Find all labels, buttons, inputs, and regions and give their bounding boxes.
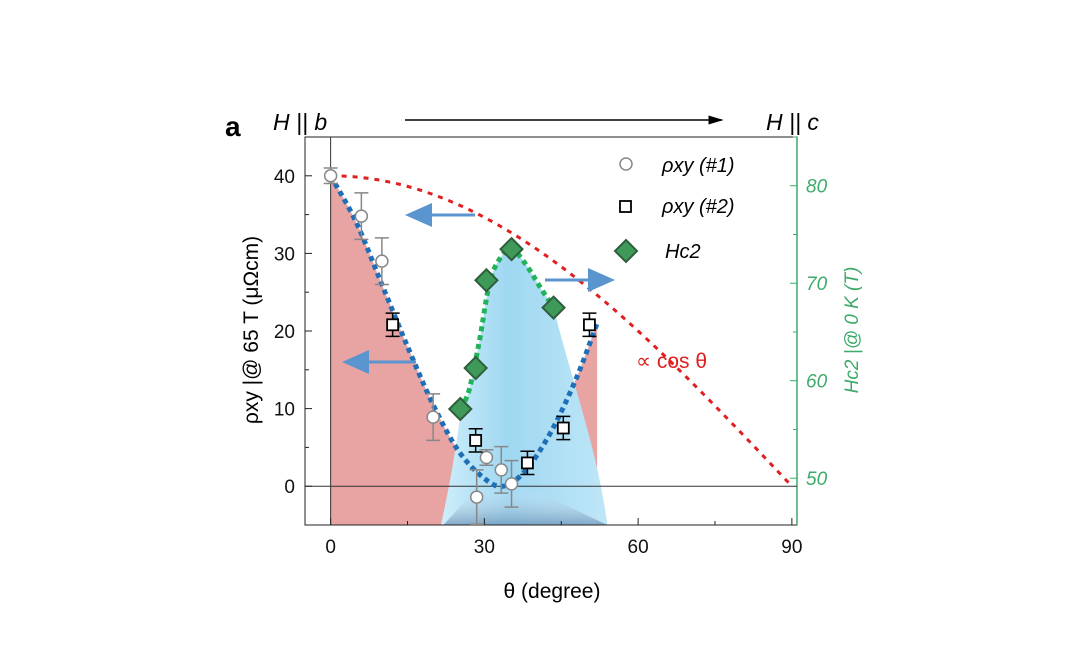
legend-label-2: ρxy (#2) (661, 196, 735, 218)
legend-marker-circle (619, 157, 633, 171)
x-tick-label: 90 (781, 537, 802, 558)
blue-region-shade (443, 486, 608, 525)
hc2-point (541, 295, 566, 321)
rho2-point (521, 456, 534, 470)
x-axis-label: θ (degree) (504, 580, 601, 603)
top-right-annotation: H || c (766, 109, 819, 135)
legend-marker-diamond (613, 238, 639, 264)
y-axis-right-label: Hc2 |@ 0 K (T) (842, 267, 863, 394)
y-tick-label: 30 (274, 244, 295, 265)
y-tick-label: 0 (284, 477, 295, 498)
cos-curve (330, 174, 793, 488)
rho1-point (375, 254, 389, 268)
x-tick-label: 0 (325, 537, 336, 558)
rho-fit-curve (328, 174, 600, 489)
y-right-tick-label: 50 (806, 469, 828, 490)
x-tick-label: 60 (628, 537, 649, 558)
y-tick-label: 40 (274, 167, 295, 188)
rho1-point (323, 169, 338, 183)
rho1-point (494, 463, 509, 477)
legend-label-3: Hc2 (665, 241, 701, 263)
panel-label: a (225, 111, 241, 142)
rho1-point (504, 477, 519, 491)
rho1-point (426, 410, 440, 424)
y-tick-label: 10 (274, 400, 295, 421)
rho2-point (469, 434, 483, 447)
rho1-point (354, 209, 369, 223)
hc2-fit-curve (458, 246, 556, 411)
y-right-tick-label: 60 (806, 372, 828, 393)
legend-marker-square (619, 200, 632, 213)
hc2-point (447, 396, 473, 422)
hc2-point (499, 236, 524, 262)
rho2-point (556, 421, 570, 435)
cos-annotation: ∝ cos θ (636, 350, 707, 373)
rho1-point (479, 450, 494, 465)
y-axis-label: ρxy |@ 65 T (μΩcm) (240, 236, 263, 424)
legend: ρxy (#1) ρxy (#2) Hc2 (613, 155, 735, 264)
y-tick-label: 20 (274, 322, 295, 343)
rho1-point (469, 490, 484, 504)
legend-label-1: ρxy (#1) (661, 155, 735, 177)
hc2-point (474, 267, 499, 293)
x-tick-label: 30 (474, 537, 495, 558)
y-right-tick-label: 80 (806, 177, 828, 198)
rho2-point (386, 318, 400, 332)
rho2-point (583, 318, 596, 332)
hc2-point (463, 355, 489, 381)
y-right-tick-label: 70 (806, 274, 828, 295)
top-left-annotation: H || b (273, 109, 327, 135)
pink-region (330, 175, 598, 526)
